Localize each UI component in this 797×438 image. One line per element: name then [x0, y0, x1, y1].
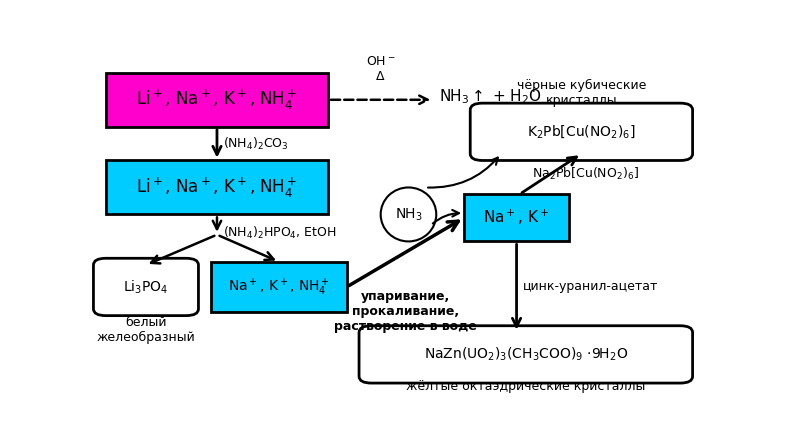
FancyBboxPatch shape [359, 326, 693, 383]
Text: цинк-уранил-ацетат: цинк-уранил-ацетат [523, 280, 658, 293]
FancyBboxPatch shape [470, 103, 693, 160]
Text: упаривание,
прокаливание,
растворение в воде: упаривание, прокаливание, растворение в … [334, 290, 477, 333]
FancyBboxPatch shape [464, 194, 569, 241]
FancyBboxPatch shape [93, 258, 198, 316]
Text: Na$^+$, K$^+$, NH$_4^+$: Na$^+$, K$^+$, NH$_4^+$ [228, 276, 330, 297]
Text: OH$^-$
$\Delta$: OH$^-$ $\Delta$ [366, 55, 395, 83]
FancyBboxPatch shape [106, 160, 328, 215]
Text: Na$^+$, K$^+$: Na$^+$, K$^+$ [484, 208, 550, 227]
Text: NH$_3$: NH$_3$ [395, 206, 422, 223]
Text: Li$_3$PO$_4$: Li$_3$PO$_4$ [124, 278, 169, 296]
Ellipse shape [381, 187, 436, 241]
FancyBboxPatch shape [210, 261, 347, 312]
Text: (NH$_4$)$_2$HPO$_4$, EtOH: (NH$_4$)$_2$HPO$_4$, EtOH [223, 225, 337, 240]
Text: K$_2$Pb[Cu(NO$_2$)$_6$]: K$_2$Pb[Cu(NO$_2$)$_6$] [527, 124, 636, 140]
Text: Li$^+$, Na$^+$, K$^+$, NH$_4^+$: Li$^+$, Na$^+$, K$^+$, NH$_4^+$ [136, 88, 297, 112]
Text: NH$_3$$\uparrow$ + H$_2$O: NH$_3$$\uparrow$ + H$_2$O [439, 87, 542, 106]
Text: жёлтые октаэдрические кристаллы: жёлтые октаэдрические кристаллы [406, 380, 646, 393]
Text: NaZn(UO$_2$)$_3$(CH$_3$COO)$_9$ ·9H$_2$O: NaZn(UO$_2$)$_3$(CH$_3$COO)$_9$ ·9H$_2$O [424, 346, 628, 363]
Text: Li$^+$, Na$^+$, K$^+$, NH$_4^+$: Li$^+$, Na$^+$, K$^+$, NH$_4^+$ [136, 175, 297, 200]
Text: белый
желеобразный: белый желеобразный [96, 316, 195, 344]
Text: чёрные кубические
кристаллы: чёрные кубические кристаллы [516, 78, 646, 106]
FancyBboxPatch shape [106, 73, 328, 127]
Text: (NH$_4$)$_2$CO$_3$: (NH$_4$)$_2$CO$_3$ [223, 136, 289, 152]
Text: Na$_2$Pb[Cu(NO$_2$)$_6$]: Na$_2$Pb[Cu(NO$_2$)$_6$] [532, 166, 639, 182]
